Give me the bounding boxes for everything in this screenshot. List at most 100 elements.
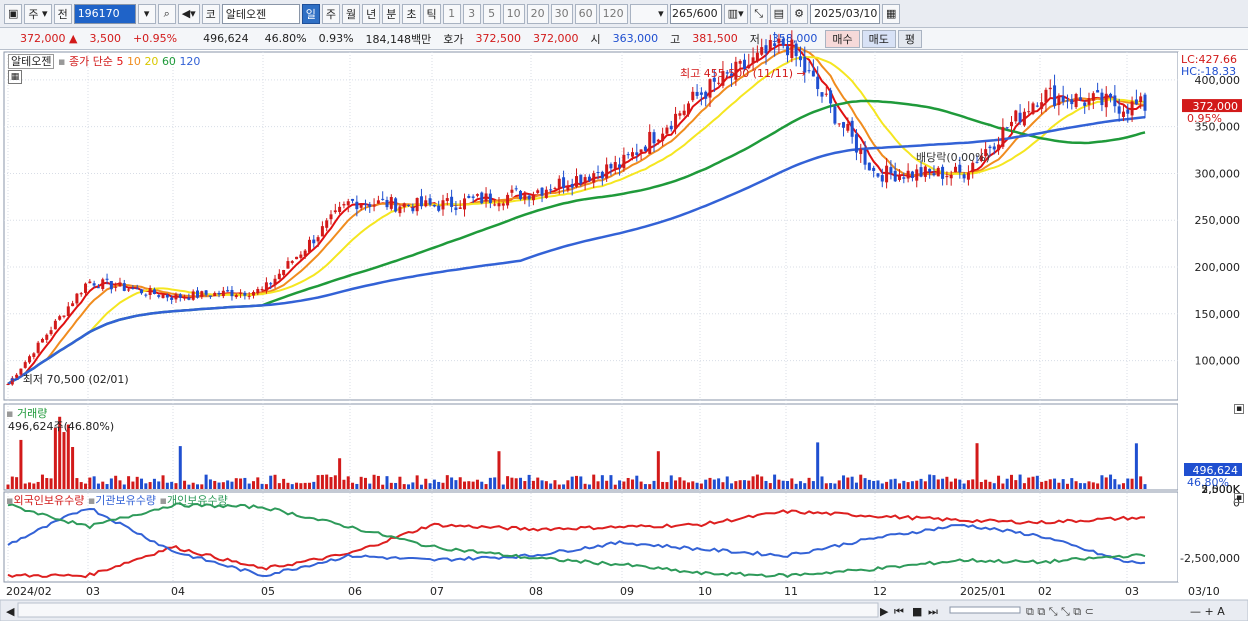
volume-bar xyxy=(635,475,639,489)
candle-body xyxy=(1014,110,1018,122)
volume-bar xyxy=(243,477,247,489)
market-select[interactable]: 주 ▾ xyxy=(24,3,52,24)
candle-body xyxy=(467,195,471,198)
candle-body xyxy=(544,189,548,198)
interval-1-button[interactable]: 1 xyxy=(442,3,461,24)
save-icon[interactable]: ▤ xyxy=(769,3,788,24)
volume-last-tag xyxy=(1184,463,1242,476)
volume-last-pct: 46.80% xyxy=(1187,476,1229,489)
candle-body xyxy=(553,188,557,190)
stop-icon[interactable]: ■ xyxy=(912,605,922,618)
candle-body xyxy=(260,289,264,291)
draw-tool-icon[interactable]: ⤡ xyxy=(749,3,768,24)
candle-body xyxy=(389,197,393,209)
volume-bar xyxy=(794,483,798,489)
candle-body xyxy=(355,201,359,210)
interval-5-button[interactable]: 5 xyxy=(482,3,501,24)
search-icon[interactable]: ⌕ xyxy=(157,3,176,24)
zoom-controls-icon[interactable]: — + A xyxy=(1190,605,1225,618)
volume-bar xyxy=(269,475,273,489)
candle-body xyxy=(424,200,428,207)
candle-body xyxy=(101,279,105,289)
buy-button[interactable]: 매수 xyxy=(825,29,860,48)
high-annotation: 최고 455,500 (11/11) → xyxy=(680,67,806,80)
date-input[interactable]: 2025/03/10 xyxy=(810,3,880,24)
period-month-button[interactable]: 월 xyxy=(342,3,361,24)
interval-3-button[interactable]: 3 xyxy=(462,3,481,24)
holdings-panel-close-icon[interactable]: ▪ xyxy=(1234,493,1244,503)
volume-bar xyxy=(1005,478,1009,489)
window-icon[interactable]: ▣ xyxy=(4,3,23,24)
volume-bar xyxy=(768,483,772,489)
volume-bar xyxy=(1053,478,1057,489)
volume-bar xyxy=(678,477,682,489)
stock-name-tag[interactable]: 알테오젠 xyxy=(8,54,55,69)
interval-20-button[interactable]: 20 xyxy=(526,3,549,24)
volume-bar xyxy=(587,484,591,489)
stock-name-field[interactable]: 알테오젠 xyxy=(221,3,300,24)
candle-body xyxy=(898,175,902,180)
speaker-icon[interactable]: ◀▾ xyxy=(177,3,200,24)
candle-body xyxy=(109,280,113,290)
candle-body xyxy=(747,64,751,69)
count-input[interactable]: 265/600 xyxy=(669,3,722,24)
scroll-left-icon[interactable]: ◀ xyxy=(6,605,15,618)
interval-30-button[interactable]: 30 xyxy=(550,3,573,24)
view-tools-icon[interactable]: ⧉ ⧉ ⤡ ⤡ ⧉ ⊂ xyxy=(1026,605,1094,618)
candle-body xyxy=(820,92,824,97)
period-second-button[interactable]: 초 xyxy=(402,3,421,24)
x-tick-label: 11 xyxy=(784,585,798,598)
candle-body xyxy=(480,192,484,204)
volume-bar xyxy=(1065,483,1069,489)
candle-body xyxy=(152,289,156,294)
chart-type-icon[interactable]: ▥▾ xyxy=(723,3,748,24)
volume-bar xyxy=(579,476,583,489)
period-minute-button[interactable]: 분 xyxy=(382,3,401,24)
volume-panel-close-icon[interactable]: ▪ xyxy=(1234,404,1244,414)
period-year-button[interactable]: 년 xyxy=(362,3,381,24)
average-button[interactable]: 평 xyxy=(897,29,923,48)
volume-bar xyxy=(1048,479,1052,489)
grid-toggle-icon[interactable]: ▦ xyxy=(8,70,22,84)
scroll-track[interactable] xyxy=(17,602,879,618)
volume-bar xyxy=(829,483,833,489)
candle-body xyxy=(605,164,609,179)
volume-bar xyxy=(264,484,268,489)
prev-button[interactable]: 전 xyxy=(53,3,72,24)
candle-body xyxy=(570,183,574,188)
sell-button[interactable]: 매도 xyxy=(861,29,896,48)
candle-body xyxy=(419,196,423,207)
volume-bar xyxy=(501,484,505,489)
volume-bar xyxy=(906,482,910,489)
period-tick-button[interactable]: 틱 xyxy=(422,3,441,24)
interval-120-button[interactable]: 120 xyxy=(598,3,628,24)
play-icon[interactable]: ⏭ xyxy=(928,605,938,618)
scroll-right-icon[interactable]: ▶ xyxy=(880,605,889,618)
candle-body xyxy=(325,220,329,228)
candle-body xyxy=(475,194,479,196)
candle-body xyxy=(385,199,389,208)
volume-pct: 46.80% xyxy=(264,32,307,45)
stock-code-input[interactable]: 196170 xyxy=(73,3,136,24)
candle-body xyxy=(1009,121,1013,127)
candle-body xyxy=(243,292,247,296)
zoom-slider[interactable] xyxy=(949,606,1021,614)
candle-body xyxy=(721,71,725,86)
settings-gear-icon[interactable]: ⚙ xyxy=(790,3,808,24)
candle-body xyxy=(346,201,350,206)
candle-body xyxy=(359,204,363,208)
interval-10-button[interactable]: 10 xyxy=(502,3,525,24)
interval-custom-select[interactable]: ▾ xyxy=(629,3,668,24)
candle-body xyxy=(36,342,40,353)
period-week-button[interactable]: 주 xyxy=(321,3,341,24)
volume-bar xyxy=(342,479,346,489)
period-day-button[interactable]: 일 xyxy=(301,3,320,24)
code-dropdown-icon[interactable]: ▾ xyxy=(137,3,156,24)
volume-last-label: 496,624 xyxy=(1193,464,1239,477)
volume-bar xyxy=(178,446,182,489)
first-page-icon[interactable]: ⏮ xyxy=(894,605,904,618)
calendar-icon[interactable]: ▦ xyxy=(882,3,901,24)
volume-bar xyxy=(441,482,445,489)
interval-60-button[interactable]: 60 xyxy=(574,3,597,24)
